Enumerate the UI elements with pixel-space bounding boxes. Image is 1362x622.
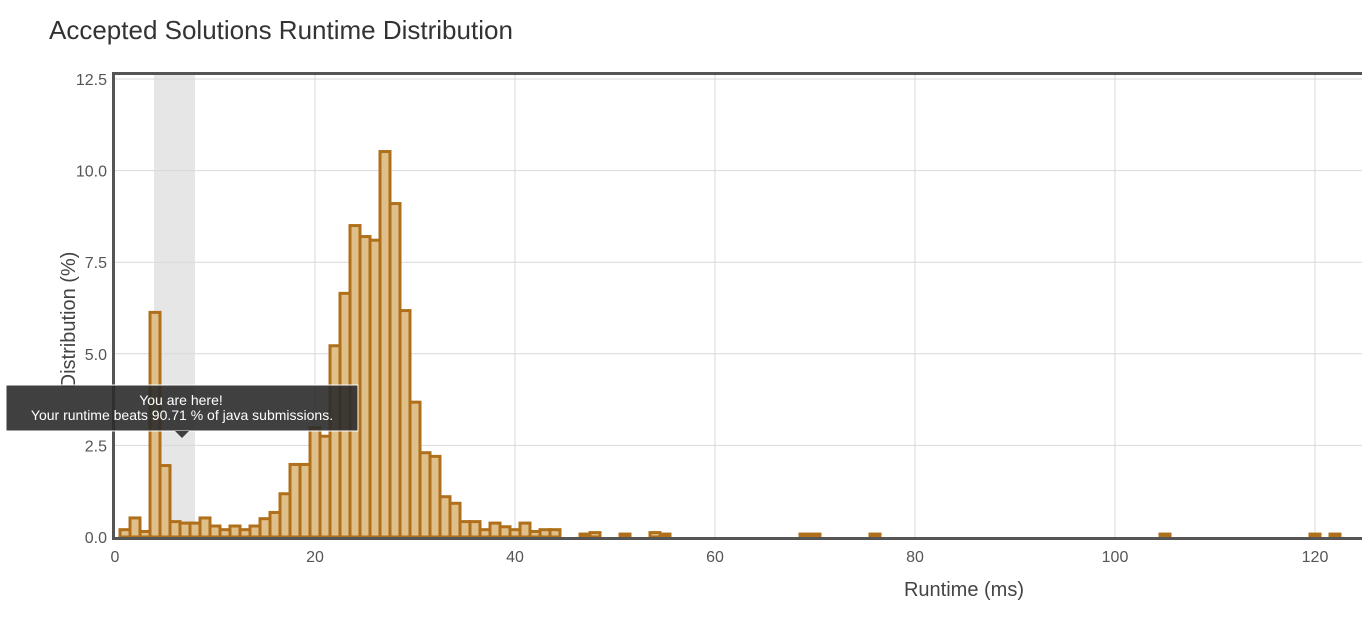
tooltip-line-2: Your runtime beats 90.71 % of java submi… — [31, 407, 333, 423]
y-axis-label: Distribution (%) — [58, 252, 80, 389]
tooltip-pointer — [175, 431, 189, 438]
x-tick-label: 120 — [1302, 549, 1329, 566]
x-tick-label: 60 — [706, 549, 724, 566]
histogram-bar — [1328, 532, 1342, 539]
x-tick-label: 100 — [1102, 549, 1129, 566]
y-tick-label: 0.0 — [85, 530, 107, 547]
histogram-bar — [618, 532, 632, 539]
x-tick-label: 40 — [506, 549, 524, 566]
histogram-bar — [868, 532, 882, 539]
y-tick-label: 5.0 — [85, 347, 107, 364]
y-tick-label: 7.5 — [85, 255, 107, 272]
histogram-bar — [1158, 532, 1172, 539]
tooltip-box — [5, 384, 359, 432]
y-tick-label: 2.5 — [85, 438, 107, 455]
tooltip-line-1: You are here! — [139, 392, 223, 408]
x-tick-label: 20 — [306, 549, 324, 566]
histogram-bar — [548, 528, 562, 539]
x-tick-label: 0 — [111, 549, 120, 566]
histogram-bar — [658, 532, 672, 539]
histogram-bar — [588, 531, 602, 539]
x-axis-label: Runtime (ms) — [904, 579, 1024, 601]
y-tick-label: 10.0 — [76, 164, 107, 181]
histogram-bar — [1308, 532, 1322, 539]
y-tick-label: 12.5 — [76, 72, 107, 89]
chart-title: Accepted Solutions Runtime Distribution — [49, 15, 513, 45]
x-tick-label: 80 — [906, 549, 924, 566]
histogram-bar — [808, 532, 822, 539]
runtime-tooltip: You are here! Your runtime beats 90.71 %… — [5, 384, 359, 438]
